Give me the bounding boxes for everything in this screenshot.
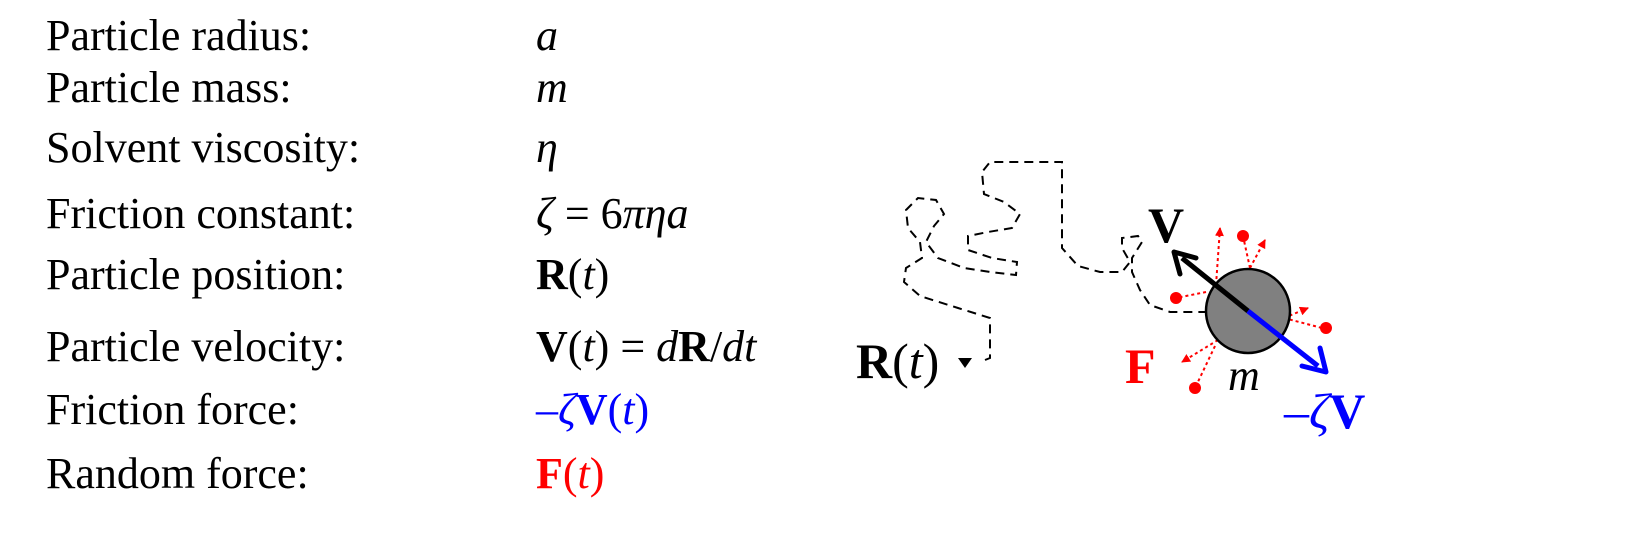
bold-f: F (536, 449, 563, 498)
velocity-arrow (1180, 256, 1250, 313)
symbol-mass: m (536, 63, 568, 112)
symbol-friction-constant: ζ = 6πηa (536, 192, 689, 236)
friction-label-minus: – (1283, 383, 1310, 439)
label-solvent-viscosity: Solvent viscosity: (46, 123, 361, 172)
friction-arrowhead-icon (1299, 345, 1329, 375)
bold-v: V (536, 322, 568, 371)
paren-open: ( (567, 322, 583, 371)
slash: / (709, 322, 723, 371)
position-label-open: ( (892, 333, 909, 389)
arg-t: t (577, 449, 590, 498)
label-particle-radius: Particle radius: (46, 11, 312, 60)
minus: – (536, 385, 558, 434)
friction-label: –ζV (1283, 383, 1365, 439)
bold-r: R (536, 250, 568, 299)
paren-close: ) (594, 322, 610, 371)
arg-t: t (622, 385, 635, 434)
start-arrowhead-icon (958, 358, 972, 368)
label-particle-mass: Particle mass: (46, 63, 292, 112)
zeta-symbol: ζ (536, 189, 554, 238)
velocity-label: V (1148, 197, 1184, 253)
bold-v: V (575, 385, 608, 434)
eq-six: = 6 (553, 189, 623, 238)
friction-label-v: V (1329, 383, 1365, 439)
position-label: R(t) (856, 333, 939, 389)
paren-open: ( (562, 449, 578, 498)
paren-close: ) (589, 449, 605, 498)
label-friction-constant: Friction constant: (46, 189, 356, 238)
symbol-radius: a (536, 11, 558, 60)
arg-t: t (582, 322, 595, 371)
position-label-t: t (909, 333, 924, 389)
bold-r-2: R (678, 322, 710, 371)
symbol-position: R(t) (536, 253, 609, 297)
velocity-arrowhead-icon (1171, 249, 1199, 277)
arg-t: t (582, 250, 595, 299)
pi-eta-a: πηa (622, 189, 689, 238)
paren-open: ( (607, 385, 623, 434)
dt-denominator: dt (722, 322, 757, 371)
label-friction-force: Friction force: (46, 385, 299, 434)
symbol-velocity: V(t) = dR/dt (536, 325, 756, 369)
force-label: F (1125, 338, 1156, 394)
friction-label-zeta: ζ (1309, 383, 1333, 439)
symbol-friction-force: –ζV(t) (536, 388, 649, 432)
position-label-r: R (856, 333, 893, 389)
friction-arrow (1246, 309, 1320, 368)
paren-close: ) (594, 250, 610, 299)
trajectory-path (902, 161, 1250, 361)
zeta: ζ (558, 385, 576, 434)
paren-close: ) (634, 385, 650, 434)
mass-label: m (1228, 351, 1260, 400)
label-random-force: Random force: (46, 449, 309, 498)
label-particle-position: Particle position: (46, 250, 346, 299)
paren-open: ( (567, 250, 583, 299)
symbol-random-force: F(t) (536, 452, 604, 496)
random-force-dots (1170, 230, 1332, 394)
label-particle-velocity: Particle velocity: (46, 322, 346, 371)
symbol-viscosity: η (536, 123, 558, 172)
equals: = (609, 322, 657, 371)
position-label-close: ) (923, 333, 940, 389)
d-numerator: d (656, 322, 679, 371)
